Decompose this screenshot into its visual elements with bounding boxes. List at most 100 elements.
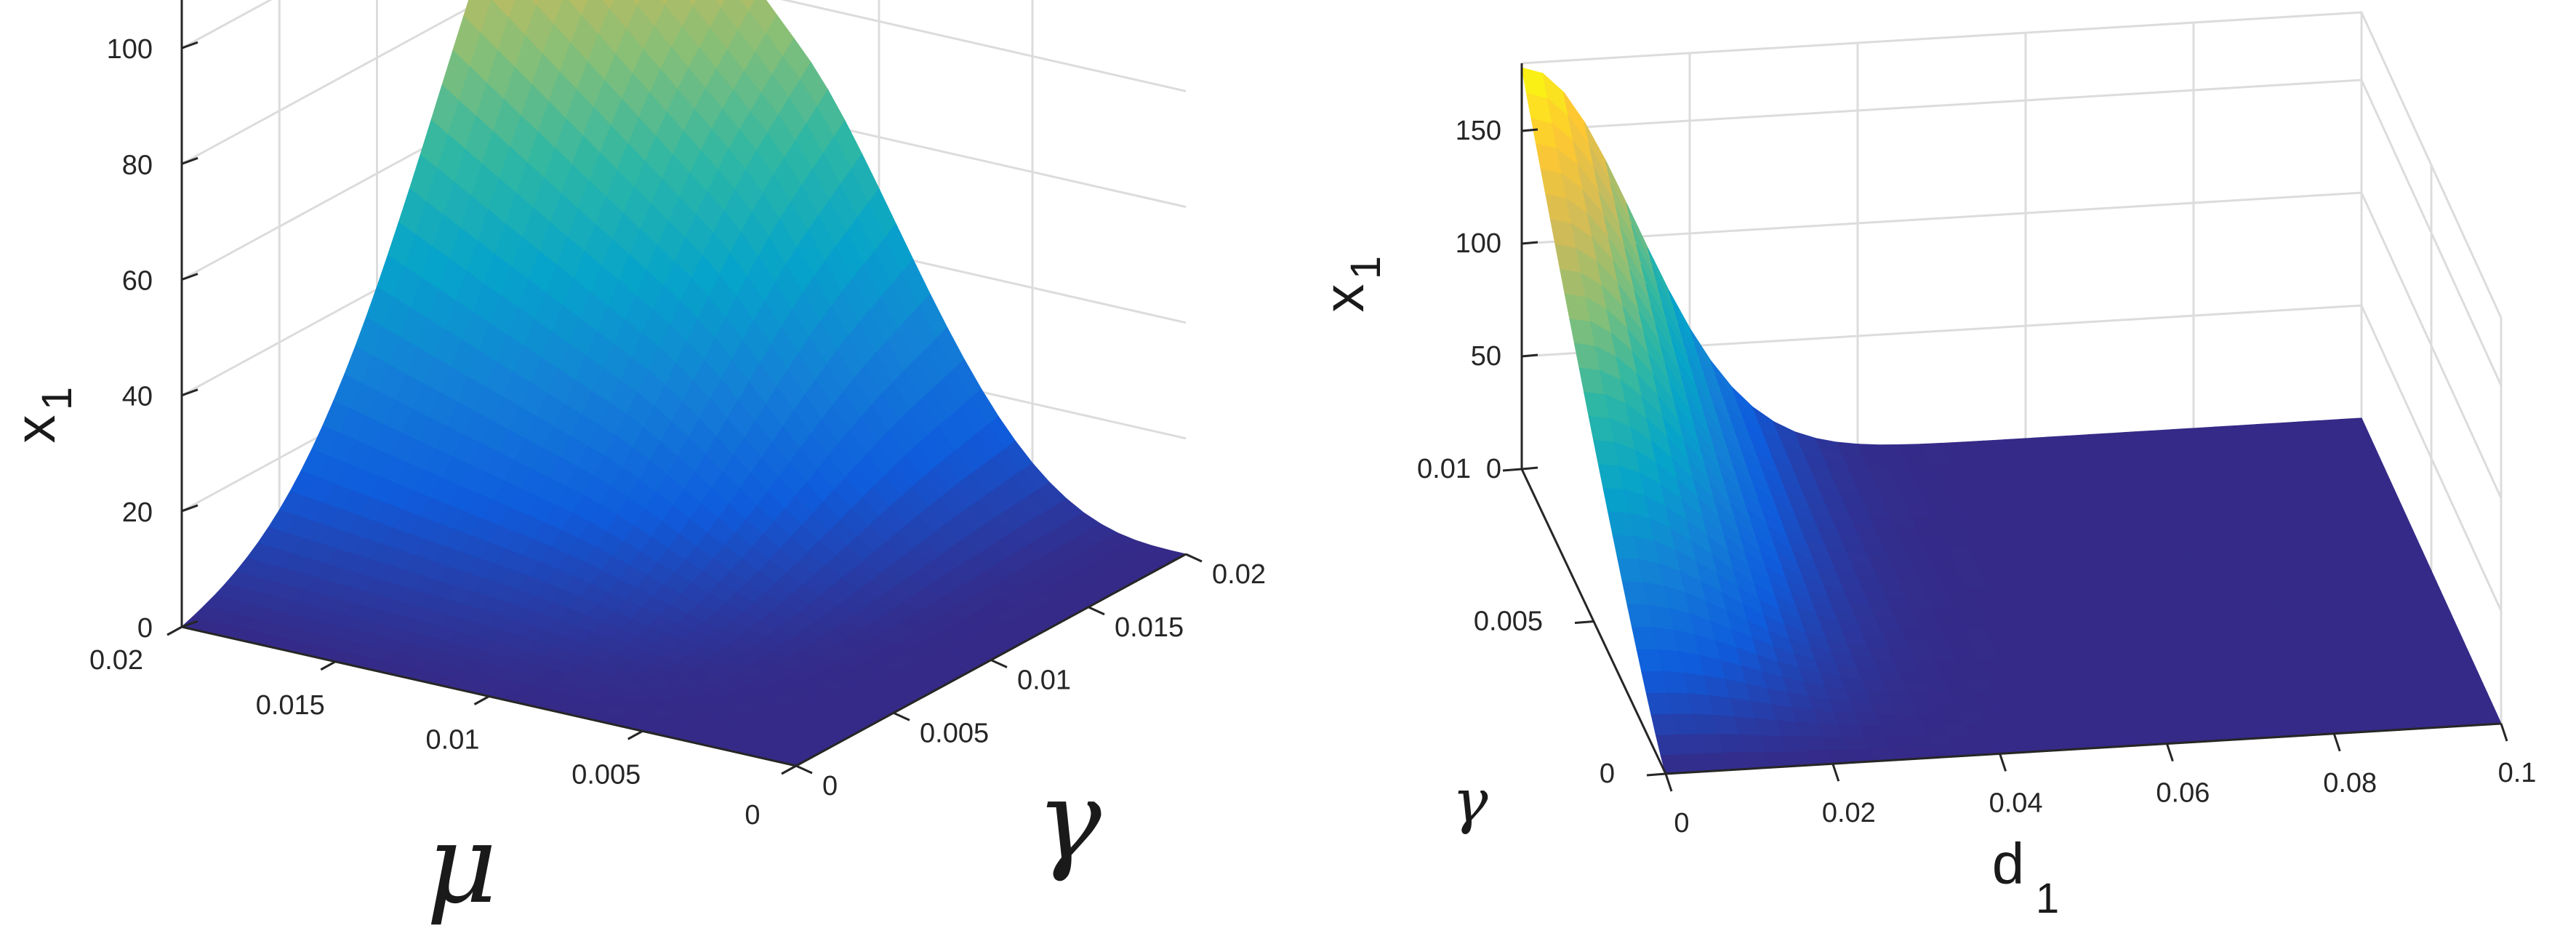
surface-patch [2423,601,2451,614]
surface-patch [2460,682,2488,695]
z-tick-label: 0 [137,613,153,644]
surface-patch [1521,67,1549,100]
surface-patch [2381,509,2409,522]
surface-patch [2428,611,2455,624]
surface-patch [2396,540,2423,553]
surface-patch [2391,529,2418,543]
z-tick-label: 100 [1456,228,1501,259]
gamma-tick-label: 0.005 [1474,607,1543,637]
grid-line [1521,191,2503,499]
grid-line [181,0,1187,165]
mu-tick-mark [627,729,643,740]
surface-patch [2442,641,2470,655]
grid-line [1521,304,2503,612]
z-tick-label: 80 [122,150,153,180]
surface-patch [2404,560,2432,573]
mu-tick-mark [473,695,490,705]
grid-line [1521,79,2503,386]
gamma-tick-mark [795,764,813,775]
z-tick-mark [181,388,198,397]
d1-axis-label-subscript: 1 [2036,875,2059,922]
mu-tick-mark [166,625,182,636]
surface-patch [2386,519,2414,532]
z-tick-label: 100 [107,34,153,65]
mu-tick-mark [320,660,336,671]
surface-patch [2372,489,2400,502]
surface-patch [2451,662,2479,675]
gamma-tick-label: 0 [1600,759,1615,789]
z-tick-label: 50 [1471,341,1501,372]
surface-patch [2414,580,2441,593]
z-tick-mark [1521,466,1538,471]
mu-tick-label: 0.01 [426,725,480,756]
surface-patch [2447,652,2474,665]
d1-tick-mark [2332,733,2341,752]
z-tick-mark [181,504,198,513]
surface-patch [2367,479,2395,492]
surface-patch [2433,621,2460,634]
gamma-tick-label: 0.015 [1115,612,1184,643]
gamma-tick-label: 0.01 [1017,665,1071,696]
right-grid [1521,11,2503,724]
d1-tick-label: 0.04 [1989,788,2043,818]
d1-tick-mark [2500,723,2508,742]
z-axis-label: x [3,415,67,444]
mu-axis-label: μ [426,801,497,928]
z-tick-mark [181,41,198,49]
surface-patch [601,0,614,10]
right-axes: 0 50 100 150 0 0.005 0.01 0 0.02 0.04 0.06 0.08 0.1 x… [1312,63,2536,922]
surface-patch [2400,550,2428,563]
gamma-axis-label: γ [1036,758,1102,884]
surface-patch [2363,468,2391,481]
surface-patch [2456,672,2484,685]
surface-patch [2437,631,2465,644]
d1-axis-label: d [1992,831,2025,896]
surface-patch [2465,692,2493,705]
z-axis-label-subscript: 1 [1342,256,1389,279]
surface-patch [714,0,726,9]
gamma-tick-label: 0.02 [1212,559,1266,590]
surface-patch [2419,591,2447,604]
mu-tick-label: 0.02 [89,645,143,676]
z-axis-label-subscript: 1 [33,387,81,410]
surface-patch [2340,417,2367,431]
d1-tick-mark [1999,753,2007,772]
d1-tick-mark [1831,763,1840,782]
surface-patch [2470,703,2497,716]
gamma-tick-mark [893,711,910,721]
right-surface [1521,67,2502,775]
surface-patch [2377,499,2404,512]
gamma-axis-label: γ [1452,767,1488,836]
surface-patch [739,0,756,12]
z-tick-mark [1521,353,1538,358]
z-tick-label: 150 [1456,116,1501,146]
right-surface-plot: 0 50 100 150 0 0.005 0.01 0 0.02 0.04 0.06 0.08 0.1 x… [1312,11,2536,922]
gamma-tick-mark [1502,468,1522,472]
gamma-tick-mark [1185,553,1203,563]
mu-tick-label: 0.005 [571,759,641,790]
gamma-tick-mark [990,659,1008,668]
d1-tick-mark [1664,773,1673,792]
d1-tick-label: 0 [1674,808,1689,839]
gamma-tick-label: 0.005 [920,718,989,748]
gamma-tick-label: 0 [822,771,838,801]
z-tick-mark [181,156,198,165]
left-axes: 0 20 40 60 80 100 0.02 0.015 0.01 0.005 0 0 0.005 0.0… [3,0,1266,928]
z-tick-mark [181,620,198,628]
surface-patch [631,0,641,7]
d1-tick-label: 0.08 [2323,768,2377,799]
z-tick-label: 60 [122,266,153,297]
left-surface [180,0,1187,767]
d1-tick-mark [2165,743,2174,762]
mu-tick-label: 0.015 [256,690,325,721]
surface-patch [2358,458,2386,471]
z-tick-mark [1521,128,1538,132]
z-axis-label: x [1312,284,1376,313]
gamma-tick-mark [1574,620,1594,624]
surface-patch [659,0,669,7]
d1-axis-line [1665,722,2502,775]
mu-tick-mark [781,764,797,775]
grid-line [1521,11,2503,319]
z-tick-label: 0 [1486,454,1501,484]
